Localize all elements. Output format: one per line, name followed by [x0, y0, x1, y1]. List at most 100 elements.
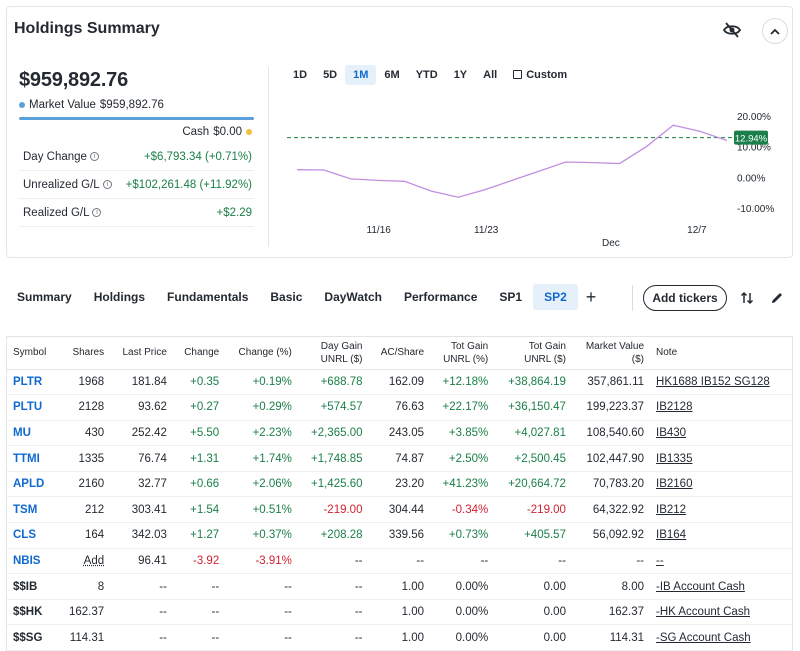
col-symbol[interactable]: Symbol	[7, 337, 60, 370]
symbol-cell[interactable]: $$IB	[7, 573, 60, 600]
range-1d[interactable]: 1D	[293, 69, 308, 81]
symbol-cell[interactable]: PLTR	[7, 369, 60, 396]
market-value-cell: 199,223.37	[573, 394, 653, 421]
table-row[interactable]: NBIS Add 96.41 -3.92 -3.91% -- -- -- -- -- --	[7, 548, 792, 575]
range-ytd[interactable]: YTD	[415, 69, 438, 81]
market-value-label: Market Value	[29, 99, 96, 111]
col-shares[interactable]: Shares	[59, 337, 113, 370]
range-1y[interactable]: 1Y	[453, 69, 468, 81]
stat-day-change: Day Change i +$6,793.34 (+0.71%)	[19, 143, 254, 171]
tot-gain-usd-cell: +36,150.47	[496, 394, 574, 421]
day-gain-cell: --	[299, 624, 371, 651]
table-row[interactable]: PLTR 1968 181.84 +0.35 +0.19% +688.78 162.09 +1…	[7, 369, 792, 396]
tab-sp1[interactable]: SP1	[499, 290, 523, 304]
note-cell[interactable]: IB1335	[652, 445, 792, 472]
toolbar-divider	[632, 285, 633, 311]
last-price-cell: 32.77	[112, 471, 175, 498]
col-ac-share[interactable]: AC/Share	[370, 337, 433, 370]
symbol-cell[interactable]: MU	[7, 420, 60, 447]
edit-pencil-icon[interactable]	[768, 289, 786, 307]
symbol-cell[interactable]: APLD	[7, 471, 60, 498]
note-cell[interactable]: -IB Account Cash	[652, 573, 792, 600]
col-market-value[interactable]: Market Value ($)	[573, 337, 653, 370]
total-value: $959,892.76	[19, 69, 129, 91]
table-row[interactable]: $$HK 162.37 -- -- -- -- 1.00 0.00% 0.00 162.37 -HK…	[7, 599, 792, 626]
range-all[interactable]: All	[483, 69, 498, 81]
sort-icon[interactable]	[738, 289, 756, 307]
stat-value: +$6,793.34 (+0.71%)	[143, 150, 252, 163]
ac-share-cell: --	[370, 548, 433, 575]
add-tickers-button[interactable]: Add tickers	[643, 285, 727, 311]
note-cell[interactable]: HK1688 IB152 SG128	[652, 369, 792, 396]
note-cell[interactable]: IB2160	[652, 471, 792, 498]
table-row[interactable]: $$SG 114.31 -- -- -- -- 1.00 0.00% 0.00 114.31 -SG…	[7, 624, 792, 651]
col-tot-gain-usd[interactable]: Tot Gain UNRL ($)	[496, 337, 574, 370]
tab-summary[interactable]: Summary	[17, 290, 72, 304]
shares-cell: 1968	[59, 369, 113, 396]
change-cell: +0.27	[174, 394, 228, 421]
tab-fundamentals[interactable]: Fundamentals	[167, 290, 249, 304]
table-row[interactable]: PLTU 2128 93.62 +0.27 +0.29% +574.57 76.63 +22.…	[7, 394, 792, 421]
info-icon[interactable]: i	[89, 152, 99, 161]
note-cell[interactable]: IB164	[652, 522, 792, 549]
tab-daywatch[interactable]: DayWatch	[324, 290, 382, 304]
view-tabs: Summary Holdings Fundamentals Basic DayW…	[6, 283, 604, 311]
tab-performance[interactable]: Performance	[404, 290, 478, 304]
note-cell[interactable]: --	[652, 548, 792, 575]
shares-cell: 8	[59, 573, 113, 600]
day-gain-cell: -219.00	[299, 496, 371, 524]
ac-share-cell: 1.00	[370, 624, 433, 651]
collapse-chevron-icon[interactable]	[762, 18, 788, 44]
symbol-cell[interactable]: $$SG	[7, 624, 60, 651]
tot-gain-pct-cell: +22.17%	[432, 394, 497, 421]
change-cell: +5.50	[174, 420, 228, 447]
shares-cell[interactable]: Add	[59, 548, 113, 575]
tab-basic[interactable]: Basic	[270, 290, 303, 304]
table-row[interactable]: TTMI 1335 76.74 +1.31 +1.74% +1,748.85 74.87 +2…	[7, 445, 792, 472]
range-1m[interactable]: 1M	[345, 65, 377, 85]
col-tot-gain-pct[interactable]: Tot Gain UNRL (%)	[432, 337, 497, 370]
change-cell: +1.54	[174, 496, 228, 524]
last-price-cell: 93.62	[112, 394, 175, 421]
col-day-gain[interactable]: Day Gain UNRL ($)	[299, 337, 371, 370]
range-custom[interactable]: Custom	[505, 65, 575, 85]
table-row[interactable]: CLS 164 342.03 +1.27 +0.37% +208.28 339.56 +0.7…	[7, 522, 792, 549]
market-value-bar	[19, 117, 254, 120]
range-5d[interactable]: 5D	[323, 69, 338, 81]
note-cell[interactable]: IB212	[652, 496, 792, 524]
table-row[interactable]: MU 430 252.42 +5.50 +2.23% +2,365.00 243.05 +3.…	[7, 420, 792, 447]
table-row[interactable]: $$IB 8 -- -- -- -- 1.00 0.00% 0.00 8.00 -IB Accoun…	[7, 573, 792, 600]
info-icon[interactable]: i	[102, 180, 112, 189]
tab-holdings[interactable]: Holdings	[93, 290, 146, 304]
col-last-price[interactable]: Last Price	[112, 337, 175, 370]
note-cell[interactable]: -HK Account Cash	[652, 599, 792, 626]
symbol-cell[interactable]: PLTU	[7, 394, 60, 421]
symbol-cell[interactable]: TTMI	[7, 445, 60, 472]
col-note[interactable]: Note	[652, 337, 792, 370]
hide-values-icon[interactable]	[721, 19, 743, 41]
symbol-cell[interactable]: NBIS	[7, 548, 60, 575]
shares-cell: 2160	[59, 471, 113, 498]
symbol-cell[interactable]: TSM	[7, 496, 60, 524]
table-row[interactable]: TSM 212 303.41 +1.54 +0.51% -219.00 304.44 -0.3…	[7, 496, 792, 524]
ac-share-cell: 243.05	[370, 420, 433, 447]
symbol-cell[interactable]: $$HK	[7, 599, 60, 626]
stat-value: +$2.29	[216, 206, 253, 219]
col-change-pct[interactable]: Change (%)	[227, 337, 300, 370]
table-row[interactable]: APLD 2160 32.77 +0.66 +2.06% +1,425.60 23.20 +4…	[7, 471, 792, 498]
y-tick-label: 0.00%	[737, 173, 765, 184]
tab-sp2[interactable]: SP2	[533, 284, 578, 310]
change-pct-cell: +0.37%	[227, 522, 300, 549]
info-icon[interactable]: i	[92, 208, 102, 217]
card-title: Holdings Summary	[14, 20, 160, 37]
symbol-cell[interactable]: CLS	[7, 522, 60, 549]
note-cell[interactable]: IB2128	[652, 394, 792, 421]
note-cell[interactable]: IB430	[652, 420, 792, 447]
tot-gain-pct-cell: 0.00%	[432, 599, 497, 626]
stat-label: Day Change	[23, 150, 87, 163]
add-view-button[interactable]: +	[585, 286, 597, 307]
range-6m[interactable]: 6M	[384, 69, 400, 81]
col-change[interactable]: Change	[174, 337, 228, 370]
note-cell[interactable]: -SG Account Cash	[652, 624, 792, 651]
ac-share-cell: 304.44	[370, 496, 433, 524]
